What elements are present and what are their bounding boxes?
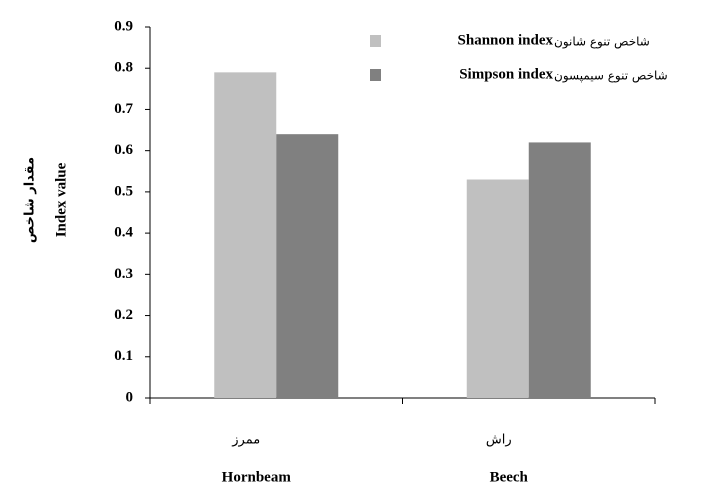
- x-tick-label: Beech: [490, 469, 529, 485]
- bar: [276, 134, 339, 398]
- x-tick-label-fa: راش: [486, 433, 512, 448]
- y-tick-label: 0.3: [114, 266, 133, 282]
- y-axis-label-fa: مقدار شاخص: [23, 157, 38, 243]
- legend-label: Shannon index: [458, 32, 554, 48]
- bar: [214, 72, 277, 398]
- y-tick-label: 0.1: [114, 348, 133, 364]
- y-tick-label: 0.7: [114, 101, 133, 117]
- y-tick-label: 0.5: [114, 183, 133, 199]
- y-tick-label: 0.4: [114, 225, 133, 241]
- x-tick-label: Hornbeam: [222, 469, 292, 485]
- legend-label: Simpson index: [459, 66, 553, 82]
- legend-label-fa: شاخص تنوع سیمپسون: [554, 69, 668, 84]
- y-tick-label: 0.6: [114, 142, 133, 158]
- bar: [466, 179, 529, 398]
- bar: [528, 142, 591, 398]
- y-tick-label: 0.2: [114, 307, 133, 323]
- y-axis-label: Index value: [53, 162, 69, 237]
- y-axis-label-group: Index value: [53, 162, 69, 237]
- legend-swatch: [370, 35, 381, 47]
- y-axis-label-fa-group: مقدار شاخص: [23, 157, 38, 243]
- y-tick-label: 0.9: [114, 18, 133, 34]
- x-tick-label-fa: ممرز: [231, 433, 260, 448]
- y-tick-label: 0.8: [114, 60, 133, 76]
- legend-swatch: [370, 69, 381, 81]
- legend-label-fa: شاخص تنوع شانون: [554, 35, 650, 50]
- y-tick-label: 0: [126, 389, 134, 405]
